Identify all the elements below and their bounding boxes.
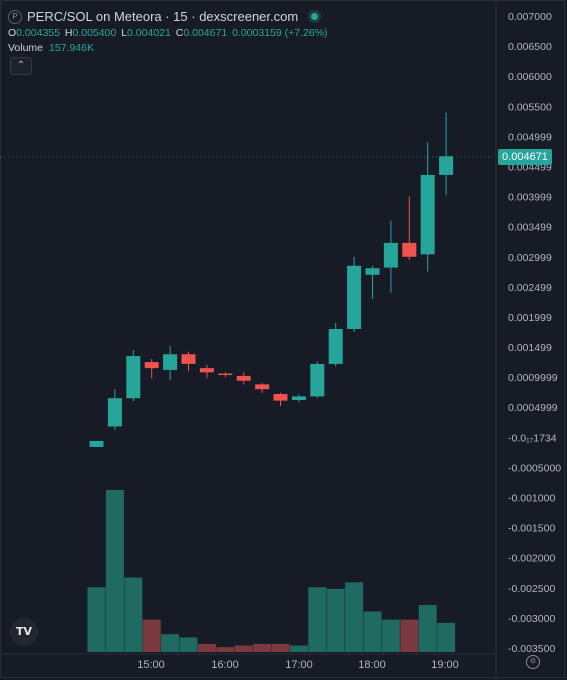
candle-body [144,362,159,369]
volume-bar [216,647,235,652]
candle-body [89,440,104,447]
chevron-up-icon: ⌃ [16,60,26,71]
open-value: 0.004355 [16,27,60,39]
volume-bar [234,645,253,652]
candle-body [365,268,380,275]
y-tick-label: 0.003499 [508,222,552,234]
live-status-icon [311,13,319,20]
volume-label: Volume [8,42,44,54]
volume-bar [253,643,272,652]
last-price-label: 0.004671 [498,149,552,165]
high-key: H [64,27,73,39]
candle-body [383,242,398,268]
y-tick-label: -0.0₁₇1734 [508,432,557,444]
candle-body [181,354,196,364]
volume-bar [87,587,106,652]
volume-legend: Volume 157.946K [8,42,94,54]
volume-bar [105,490,124,652]
y-tick-label: -0.003000 [508,613,555,625]
y-tick-label: 0.006000 [508,71,552,83]
open-key: O [8,27,17,39]
volume-value: 157.946K [49,42,94,54]
candle-body [402,242,417,257]
candle-body [163,354,178,370]
close-value: 0.004671 [183,27,228,39]
volume-bar [142,619,161,652]
x-tick-label: 18:00 [358,659,386,671]
y-tick-label: -0.0005000 [508,462,561,474]
y-tick-label: 0.004999 [508,131,552,143]
y-tick-label: 0.0004999 [508,402,558,414]
high-value: 0.005400 [72,27,117,39]
y-tick-label: 0.002999 [508,252,552,264]
volume-bar [381,619,400,652]
volume-bar [124,577,143,652]
y-tick-label: 0.0009999 [508,372,558,384]
ohlc-legend: O0.004355 H0.005400 L0.004021 C0.004671 … [8,27,330,39]
volume-bar [289,645,308,652]
y-tick-label: 0.003999 [508,192,552,204]
chart-header: P PERC/SOL on Meteora · 15 · dexscreener… [8,9,319,24]
tradingview-logo[interactable]: TV [10,618,38,646]
candle-body [439,156,454,175]
candle-body [328,328,343,364]
symbol-info-icon[interactable]: P [8,9,22,24]
volume-bar [363,611,382,652]
volume-bar [308,587,327,652]
candle-body [347,265,362,329]
candle-body [291,396,306,401]
candle-body [199,368,214,373]
candle-body [273,393,288,401]
low-value: 0.004021 [127,27,171,39]
y-tick-label: 0.002499 [508,282,552,294]
volume-bar [326,588,345,652]
settings-icon[interactable]: ⚙ [526,655,540,669]
x-tick-label: 16:00 [211,659,239,671]
volume-bar [161,634,180,652]
x-tick-label: 19:00 [431,659,459,671]
candle-body [255,384,270,390]
close-key: C [175,27,184,39]
candle-body [420,174,435,255]
y-tick-label: -0.002000 [508,553,555,565]
candle-body [107,398,122,427]
y-tick-label: 0.007000 [508,11,552,23]
y-tick-label: 0.006500 [508,41,552,53]
volume-bar [179,637,198,652]
y-tick-label: -0.003500 [508,643,555,655]
volume-bar [437,622,456,652]
volume-bar [418,605,437,652]
candle-body [310,363,325,397]
x-tick-label: 15:00 [137,659,165,671]
chart-title: PERC/SOL on Meteora · 15 · dexscreener.c… [27,9,299,24]
volume-bar [271,643,290,652]
y-tick-label: 0.005500 [508,101,552,113]
y-tick-label: 0.001499 [508,342,552,354]
low-key: L [121,27,128,39]
x-tick-label: 17:00 [285,659,313,671]
change-value: 0.0003159 (+7.26%) [232,27,328,39]
y-tick-label: -0.001000 [508,493,555,505]
volume-bar [197,643,216,652]
y-tick-label: -0.002500 [508,583,555,595]
candle-body [126,356,141,399]
y-tick-label: 0.001999 [508,312,552,324]
candle-body [236,375,251,381]
collapse-legend-button[interactable]: ⌃ [10,57,32,75]
volume-bar [345,582,364,652]
volume-bar [400,619,419,652]
candle-body [218,373,233,376]
y-tick-label: -0.001500 [508,523,555,535]
